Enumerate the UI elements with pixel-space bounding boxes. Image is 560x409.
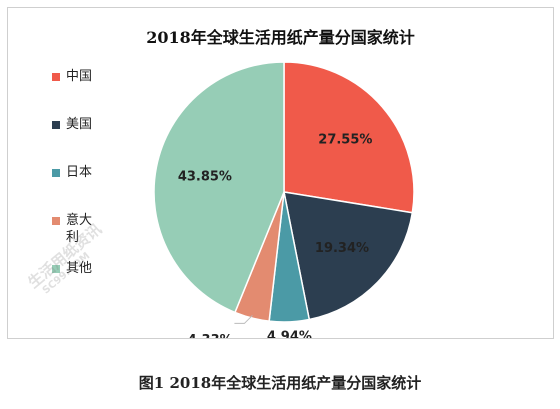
legend-label: 意大利 (66, 213, 93, 245)
legend-swatch (52, 73, 60, 81)
pie-slice-usa (283, 191, 414, 321)
legend-label: 中国 (66, 69, 93, 84)
slice-label-other: 43.85% (178, 170, 232, 185)
legend-label: 日本 (66, 165, 93, 180)
leader-line-italy (234, 315, 253, 324)
pie-chart: 27.55% 19.34% 4.94% 4.33% 43.85% (153, 61, 415, 338)
slice-label-usa: 19.34% (315, 241, 369, 256)
legend-swatch (52, 121, 60, 129)
legend-label: 美国 (66, 117, 93, 132)
figure-caption: 图1 2018年全球生活用纸产量分国家统计 (138, 374, 422, 392)
legend-swatch (52, 169, 60, 177)
slice-label-japan: 4.94% (267, 329, 312, 338)
legend-swatch (52, 217, 60, 225)
legend-item-usa: 美国 (52, 116, 102, 133)
pie-slice-other (153, 61, 285, 314)
chart-title: 2018年全球生活用纸产量分国家统计 (146, 28, 415, 47)
slice-label-italy: 4.33% (188, 333, 233, 338)
legend-item-italy: 意大利 (52, 212, 102, 246)
legend-swatch (52, 265, 60, 273)
chart-frame: 2018年全球生活用纸产量分国家统计 中国 美国 日本 意大利 其他 27.55… (7, 7, 554, 339)
legend-item-other: 其他 (52, 260, 102, 277)
legend-item-china: 中国 (52, 68, 102, 85)
legend-label: 其他 (66, 261, 93, 276)
slice-label-china: 27.55% (318, 133, 372, 148)
legend-item-japan: 日本 (52, 164, 102, 181)
pie-slice-china (283, 61, 415, 214)
